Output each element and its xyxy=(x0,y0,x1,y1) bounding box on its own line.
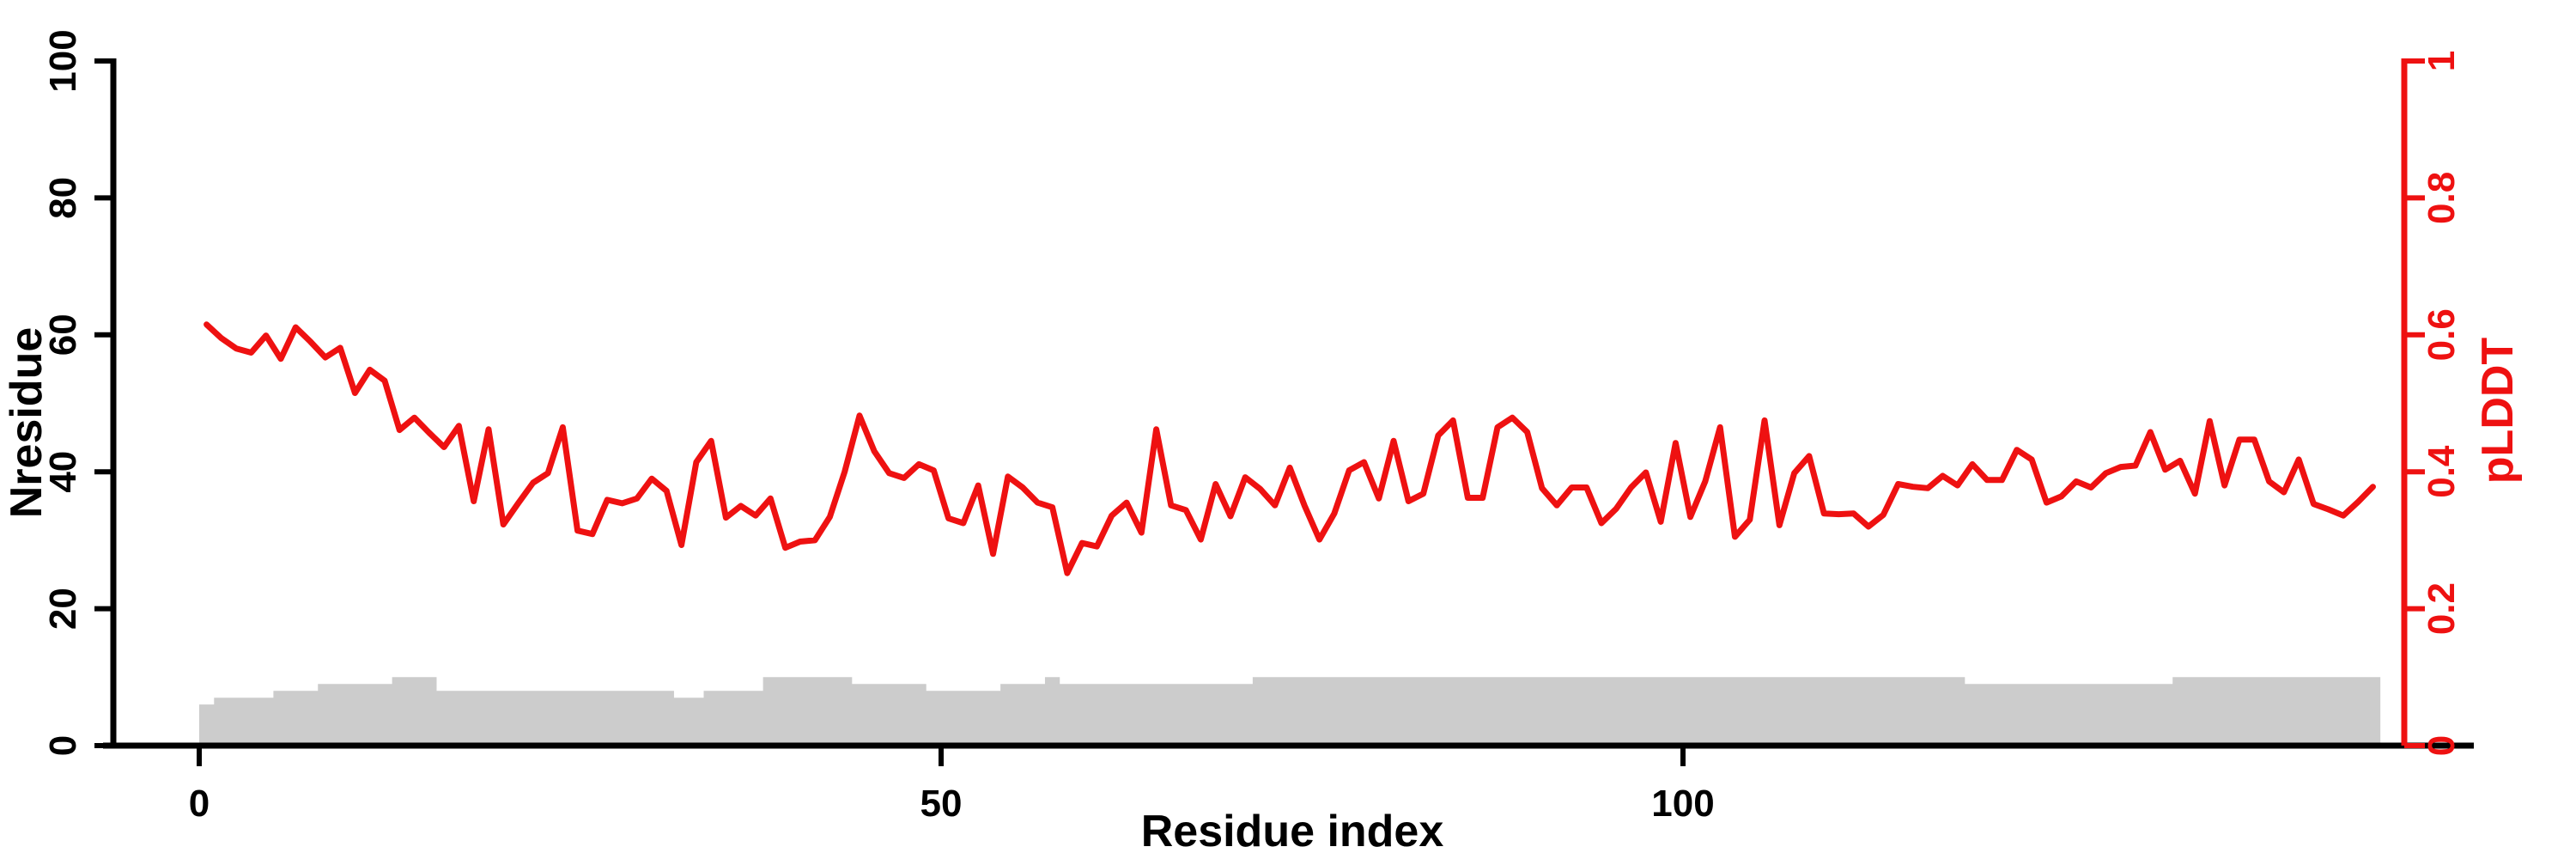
right-tick-label-0.8: 0.8 xyxy=(2421,172,2463,224)
right-tick-label-0: 0 xyxy=(2421,735,2463,756)
left-tick-label-100: 100 xyxy=(42,29,84,92)
left-tick-label-60: 60 xyxy=(42,314,84,356)
right-axis-label: pLDDT xyxy=(2473,338,2523,484)
left-tick-label-0: 0 xyxy=(42,735,84,756)
left-tick-label-40: 40 xyxy=(42,451,84,493)
chart-generated-layer: 0 20 40 60 80 100 0 0.2 0.4 0.6 0.8 1 0 50 100 xyxy=(42,29,2474,825)
right-tick-label-0.2: 0.2 xyxy=(2421,582,2463,635)
left-axis-label: Nresidue xyxy=(2,327,52,519)
x-axis-label: Residue index xyxy=(1141,807,1444,856)
plddt-line xyxy=(204,321,2376,576)
right-tick-label-1: 1 xyxy=(2421,51,2463,71)
nresidue-bars xyxy=(199,677,2381,746)
right-tick-label-0.4: 0.4 xyxy=(2421,445,2463,498)
x-tick-label-100: 100 xyxy=(1651,783,1714,825)
x-tick-label-50: 50 xyxy=(920,783,963,825)
left-tick-label-20: 20 xyxy=(42,588,84,630)
x-tick-label-0: 0 xyxy=(189,783,210,825)
right-tick-label-0.6: 0.6 xyxy=(2421,308,2463,361)
left-tick-label-80: 80 xyxy=(42,177,84,219)
